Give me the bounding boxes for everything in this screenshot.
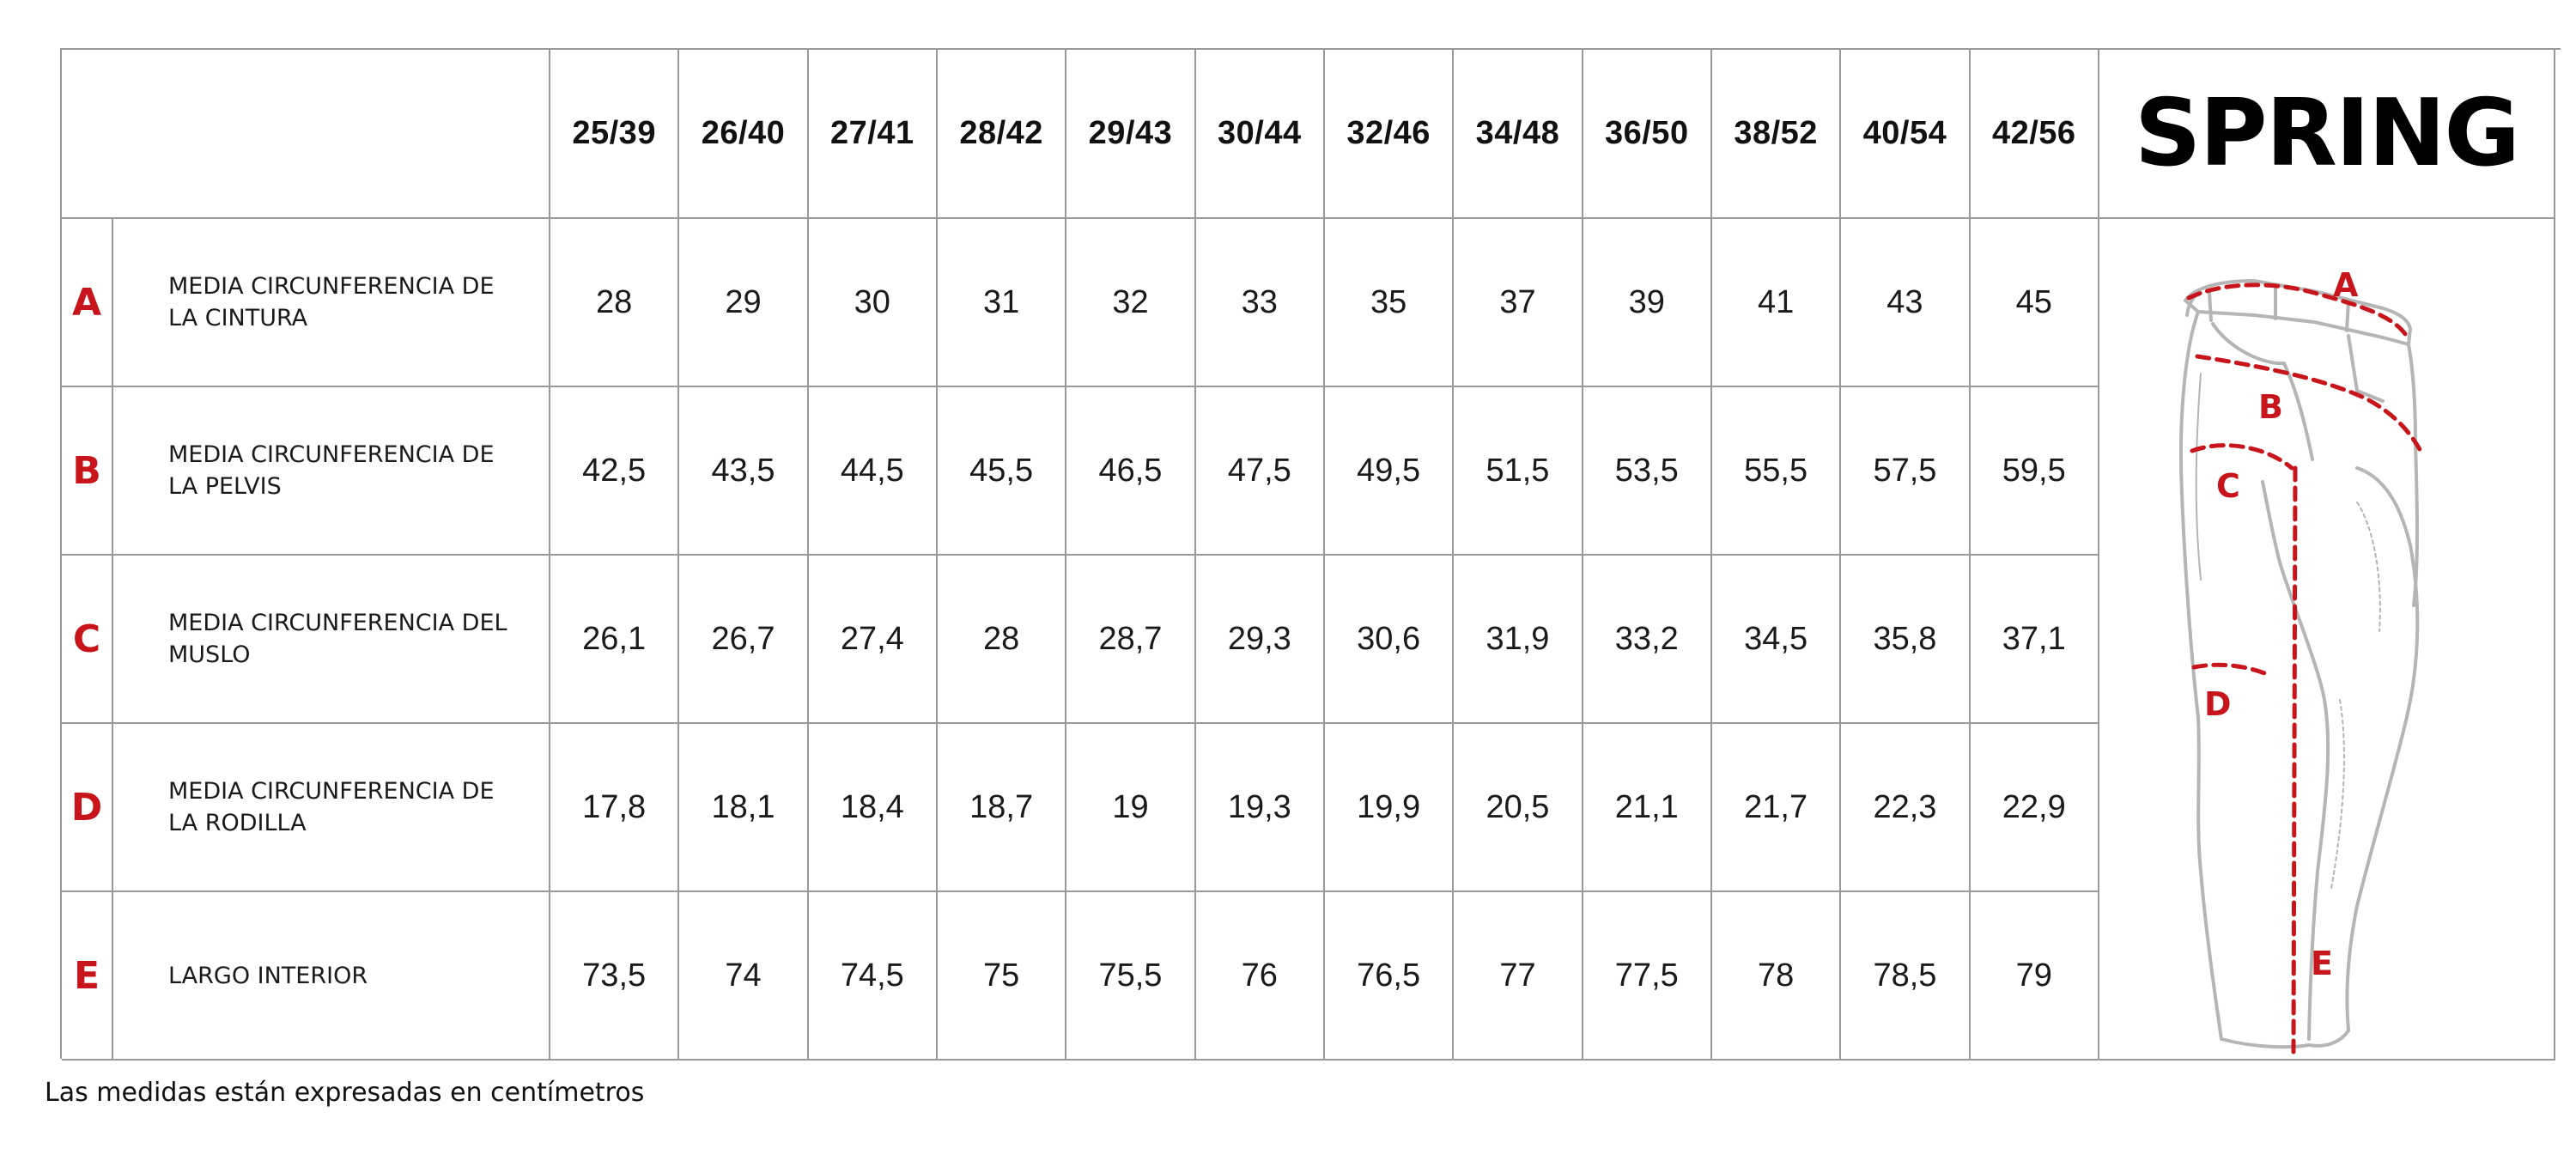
measurement-value: 33,2 [1583, 556, 1712, 724]
measurement-letter: A [62, 219, 113, 387]
measurement-value: 44,5 [808, 387, 938, 556]
measurement-value: 21,7 [1711, 724, 1842, 892]
measurement-label: MEDIA CIRCUNFERENCIA DE LA PELVIS [113, 387, 550, 556]
measurement-value: 76,5 [1324, 892, 1455, 1061]
measurement-value: 18,4 [808, 724, 938, 892]
measurement-value: 21,1 [1583, 724, 1712, 892]
measurement-letter: C [62, 556, 113, 724]
measurement-value: 42,5 [550, 387, 680, 556]
size-table: 25/39 26/40 27/41 28/42 29/43 30/44 32/46 34/48… [60, 48, 2561, 1061]
measurement-value: 18,1 [679, 724, 809, 892]
measurement-value: 39 [1583, 219, 1712, 387]
measurement-value: 46,5 [1066, 387, 1196, 556]
units-footnote: Las medidas están expresadas en centímet… [45, 1078, 645, 1108]
measurement-value: 73,5 [550, 892, 680, 1061]
measurement-label-text: MEDIA CIRCUNFERENCIA DE LA CINTURA [168, 273, 495, 331]
size-header: 38/52 [1711, 50, 1842, 219]
measurement-value: 31,9 [1454, 556, 1583, 724]
size-header: 32/46 [1324, 50, 1455, 219]
table-corner [62, 50, 550, 219]
measurement-value: 28 [937, 556, 1067, 724]
measurement-value: 26,7 [679, 556, 809, 724]
measurement-value: 28 [550, 219, 680, 387]
measurement-value: 19,3 [1195, 724, 1325, 892]
measurement-label-text: MEDIA CIRCUNFERENCIA DE LA PELVIS [168, 441, 495, 500]
size-header: 27/41 [808, 50, 938, 219]
size-header: 30/44 [1195, 50, 1325, 219]
measurement-label-text: MEDIA CIRCUNFERENCIA DEL MUSLO [168, 610, 507, 668]
measurement-value: 19 [1066, 724, 1196, 892]
measurement-letter: E [62, 892, 113, 1061]
size-header: 26/40 [679, 50, 809, 219]
measurement-value: 51,5 [1454, 387, 1583, 556]
measurement-value: 32 [1066, 219, 1196, 387]
brand-title: SPRING [2099, 50, 2555, 219]
marker-d: D [2204, 685, 2232, 723]
measurement-value: 41 [1711, 219, 1842, 387]
size-header: 36/50 [1583, 50, 1712, 219]
marker-b: B [2258, 388, 2283, 426]
measurement-value: 22,3 [1841, 724, 1971, 892]
measurement-value: 30 [808, 219, 938, 387]
measurement-value: 22,9 [1970, 724, 2099, 892]
measurement-value: 74 [679, 892, 809, 1061]
measurement-value: 43,5 [679, 387, 809, 556]
measurement-value: 74,5 [808, 892, 938, 1061]
size-header: 42/56 [1970, 50, 2099, 219]
measurement-label: MEDIA CIRCUNFERENCIA DE LA RODILLA [113, 724, 550, 892]
marker-a: A [2333, 266, 2359, 304]
measurement-value: 47,5 [1195, 387, 1325, 556]
measurement-value: 27,4 [808, 556, 938, 724]
measurement-value: 28,7 [1066, 556, 1196, 724]
measurement-label-text: MEDIA CIRCUNFERENCIA DE LA RODILLA [168, 778, 495, 836]
measurement-value: 75 [937, 892, 1067, 1061]
measurement-value: 19,9 [1324, 724, 1455, 892]
measurement-value: 18,7 [937, 724, 1067, 892]
size-header: 34/48 [1454, 50, 1583, 219]
jeans-measurement-figure: A B C D E [2099, 219, 2555, 1061]
measurement-value: 29,3 [1195, 556, 1325, 724]
measurement-value: 31 [937, 219, 1067, 387]
measurement-value: 77,5 [1583, 892, 1712, 1061]
measurement-letter: B [62, 387, 113, 556]
measurement-value: 30,6 [1324, 556, 1455, 724]
size-header: 40/54 [1841, 50, 1971, 219]
measurement-value: 35,8 [1841, 556, 1971, 724]
measurement-value: 29 [679, 219, 809, 387]
measurement-value: 77 [1454, 892, 1583, 1061]
measurement-value: 55,5 [1711, 387, 1842, 556]
measurement-value: 78 [1711, 892, 1842, 1061]
measurement-value: 79 [1970, 892, 2099, 1061]
measurement-value: 33 [1195, 219, 1325, 387]
measurement-value: 43 [1841, 219, 1971, 387]
measurement-label-text: LARGO INTERIOR [168, 962, 368, 989]
measurement-value: 75,5 [1066, 892, 1196, 1061]
measurement-value: 45 [1970, 219, 2099, 387]
measurement-value: 35 [1324, 219, 1455, 387]
size-header: 29/43 [1066, 50, 1196, 219]
measurement-label: MEDIA CIRCUNFERENCIA DE LA CINTURA [113, 219, 550, 387]
size-header: 28/42 [937, 50, 1067, 219]
measurement-value: 17,8 [550, 724, 680, 892]
size-header: 25/39 [550, 50, 680, 219]
measurement-value: 59,5 [1970, 387, 2099, 556]
measurement-value: 76 [1195, 892, 1325, 1061]
measurement-value: 57,5 [1841, 387, 1971, 556]
measurement-value: 20,5 [1454, 724, 1583, 892]
measurement-letter: D [62, 724, 113, 892]
measurement-value: 37,1 [1970, 556, 2099, 724]
measurement-label: LARGO INTERIOR [113, 892, 550, 1061]
measurement-value: 45,5 [937, 387, 1067, 556]
measurement-value: 37 [1454, 219, 1583, 387]
measurement-value: 78,5 [1841, 892, 1971, 1061]
marker-e: E [2311, 945, 2333, 982]
measurement-value: 34,5 [1711, 556, 1842, 724]
jeans-diagram-icon: A B C D E [2178, 266, 2423, 1055]
measurement-value: 49,5 [1324, 387, 1455, 556]
measurement-value: 26,1 [550, 556, 680, 724]
marker-c: C [2216, 467, 2240, 505]
measurement-label: MEDIA CIRCUNFERENCIA DEL MUSLO [113, 556, 550, 724]
measurement-value: 53,5 [1583, 387, 1712, 556]
